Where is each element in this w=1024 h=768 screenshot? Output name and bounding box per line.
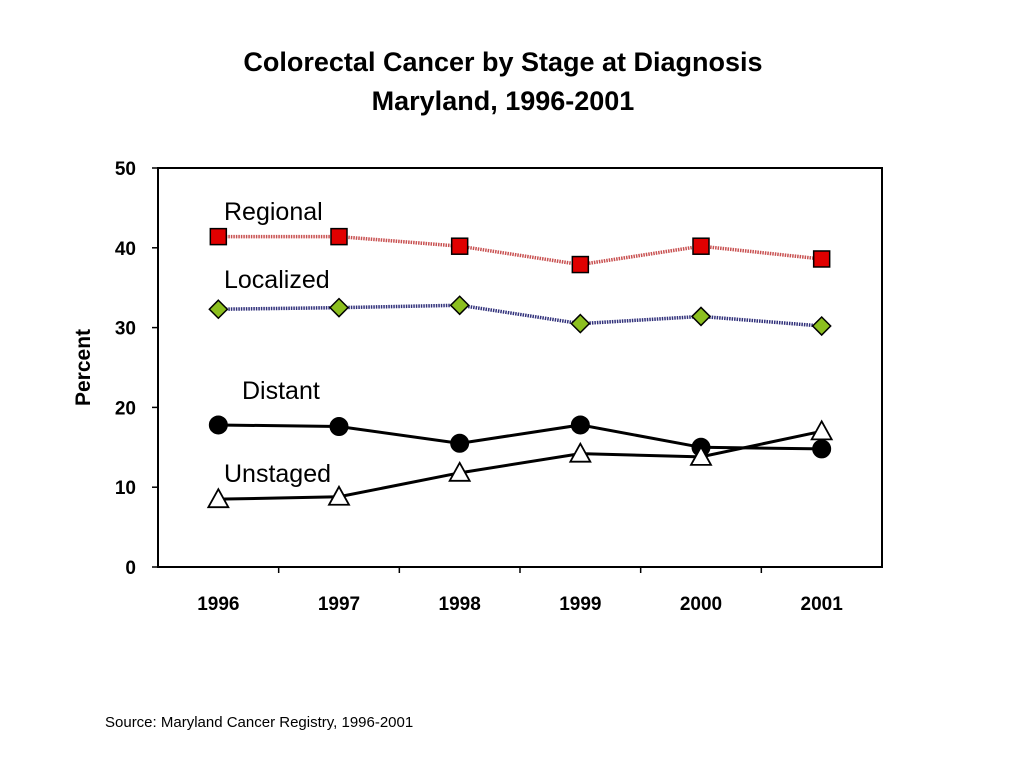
- data-point-triangle: [810, 419, 834, 441]
- data-point-circle: [208, 415, 228, 435]
- series-label-distant: Distant: [242, 377, 320, 405]
- data-point-triangle: [206, 487, 230, 509]
- data-point-square: [330, 227, 348, 246]
- chart-subtitle: Maryland, 1996-2001: [371, 86, 635, 116]
- series-line-localized: [218, 303, 822, 328]
- data-point-square: [812, 250, 831, 268]
- y-tick-label: 40: [115, 239, 136, 260]
- data-point-diamond: [328, 297, 350, 318]
- series-line-unstaged: [218, 429, 822, 501]
- series-label-unstaged: Unstaged: [224, 460, 331, 488]
- data-point-square: [571, 255, 590, 274]
- data-point-square: [209, 227, 228, 246]
- data-point-circle: [450, 433, 470, 453]
- data-point-square: [450, 237, 469, 255]
- series-label-regional: Regional: [224, 198, 323, 226]
- y-tick-label: 0: [125, 558, 136, 579]
- plot-frame: [157, 167, 883, 568]
- data-point-diamond: [208, 299, 229, 320]
- data-point-diamond: [690, 306, 712, 327]
- x-tick-label: 1999: [559, 594, 601, 615]
- chart-title: Colorectal Cancer by Stage at Diagnosis: [243, 47, 763, 77]
- x-tick-label: 1996: [197, 594, 239, 615]
- y-tick-label: 30: [115, 319, 136, 340]
- data-point-circle: [812, 439, 832, 459]
- y-tick-label: 20: [115, 398, 136, 419]
- series-line-regional: [218, 234, 822, 267]
- x-tick-label: 1997: [318, 594, 360, 615]
- data-point-triangle: [689, 445, 713, 466]
- data-point-diamond: [811, 315, 832, 337]
- y-tick-label: 10: [115, 478, 136, 499]
- x-tick-label: 2000: [680, 594, 722, 615]
- data-point-triangle: [448, 460, 472, 482]
- data-point-diamond: [449, 295, 470, 316]
- series-label-localized: Localized: [224, 266, 330, 294]
- y-tick-label: 50: [115, 159, 136, 180]
- x-tick-label: 2001: [801, 594, 844, 615]
- data-point-triangle: [568, 441, 592, 463]
- x-tick-label: 1998: [439, 594, 481, 615]
- series-line-distant: [218, 423, 822, 451]
- source-note: Source: Maryland Cancer Registry, 1996-2…: [105, 714, 414, 731]
- data-point-circle: [570, 415, 590, 435]
- data-point-square: [692, 237, 710, 255]
- y-axis-label: Percent: [72, 329, 95, 406]
- data-point-diamond: [570, 313, 591, 334]
- data-point-triangle: [327, 484, 351, 506]
- data-point-circle: [329, 417, 349, 437]
